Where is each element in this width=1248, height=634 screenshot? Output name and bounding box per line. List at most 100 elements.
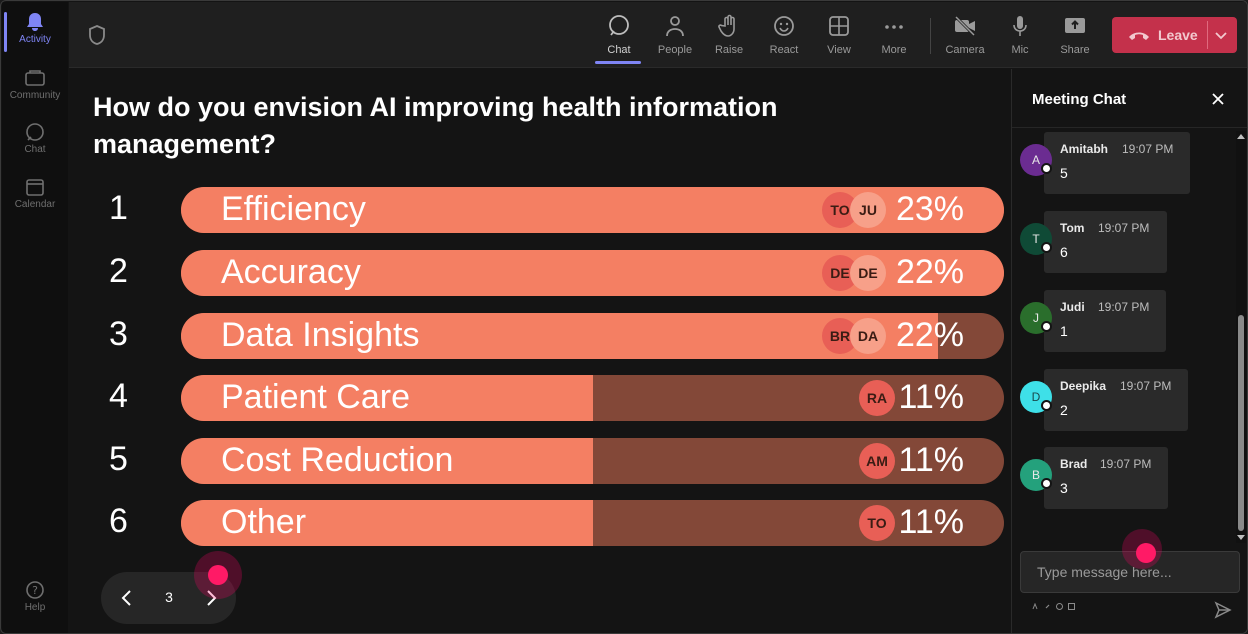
voter-avatar: JU — [850, 192, 886, 228]
avatar: J — [1020, 302, 1052, 334]
voter-avatar: AM — [859, 443, 895, 479]
option-bar: Data Insights BR DA 22% — [181, 313, 1004, 359]
close-icon[interactable] — [1210, 91, 1226, 107]
option-rank: 4 — [109, 377, 128, 415]
avatar: T — [1020, 223, 1052, 255]
rail-item-label: Activity — [19, 34, 51, 45]
avatar: D — [1020, 381, 1052, 413]
poll-option-4: 4 Patient Care RA 11% — [69, 375, 1011, 421]
voter-avatar: DA — [850, 318, 886, 354]
toolbar-button-label: React — [769, 44, 799, 56]
send-icon[interactable] — [1214, 601, 1232, 619]
option-bar: Efficiency TO JU 23% — [181, 187, 1004, 233]
rail-item-community[interactable]: Community — [2, 68, 68, 101]
community-icon — [25, 70, 45, 86]
message-text: 6 — [1060, 244, 1068, 260]
avatar: B — [1020, 459, 1052, 491]
format-icon[interactable] — [1032, 603, 1039, 610]
bell-icon — [27, 13, 43, 31]
option-rank: 2 — [109, 252, 128, 290]
message-timestamp: 19:07 PM — [1122, 142, 1174, 156]
toolbar-button-label: Mic — [1011, 44, 1029, 56]
option-rank: 1 — [109, 189, 128, 227]
message-text: 1 — [1060, 323, 1068, 339]
poll-option-2: 2 Accuracy DE DE 22% — [69, 250, 1011, 296]
click-marker — [194, 551, 242, 599]
calendar-icon — [26, 179, 44, 196]
chat-scrollbar[interactable] — [1236, 131, 1246, 543]
option-rank: 3 — [109, 315, 128, 353]
option-bar: Accuracy DE DE 22% — [181, 250, 1004, 296]
scrollbar-thumb[interactable] — [1238, 315, 1244, 531]
chat-message: Brad 19:07 PM 3 — [1044, 447, 1168, 509]
option-bar-fill — [181, 375, 593, 421]
chevron-left-icon[interactable] — [117, 588, 137, 608]
toolbar-button-label: View — [827, 44, 851, 56]
camera-off-icon — [954, 15, 976, 37]
people-icon — [666, 16, 684, 37]
rail-item-label: Chat — [24, 144, 46, 155]
chat-icon — [26, 123, 44, 141]
option-percent: 23% — [895, 190, 964, 228]
grid-icon — [829, 16, 849, 36]
gif-icon[interactable] — [1068, 603, 1075, 610]
option-label: Efficiency — [221, 190, 366, 228]
rail-item-chat[interactable]: Chat — [2, 122, 68, 155]
toolbar-camera-button[interactable]: Camera — [939, 12, 991, 62]
option-rank: 6 — [109, 502, 128, 540]
rail-item-label: Help — [24, 602, 46, 613]
chevron-down-icon[interactable] — [1213, 27, 1229, 43]
option-label: Patient Care — [221, 378, 410, 416]
toolbar-raise-button[interactable]: Raise — [703, 12, 755, 62]
toolbar-share-button[interactable]: Share — [1049, 12, 1101, 62]
avatar: A — [1020, 144, 1052, 176]
option-percent: 11% — [898, 378, 964, 416]
poll-option-6: 6 Other TO 11% — [69, 500, 1011, 546]
meeting-toolbar: Chat People Raise React View More Camera — [69, 2, 1247, 68]
svg-text:?: ? — [32, 584, 38, 597]
poll-results: How do you envision AI improving health … — [69, 69, 1011, 633]
option-label: Accuracy — [221, 253, 361, 291]
meeting-chat-panel: Meeting Chat Amitabh 19:07 PM 5 A Tom 19:07 P… — [1011, 69, 1247, 633]
toolbar-chat-button[interactable]: Chat — [593, 12, 645, 64]
leave-button[interactable]: Leave — [1112, 17, 1237, 53]
option-rank: 5 — [109, 440, 128, 478]
presence-indicator — [1041, 400, 1052, 411]
toolbar-view-button[interactable]: View — [813, 12, 865, 62]
toolbar-button-label: People — [657, 44, 693, 56]
rail-item-label: Calendar — [14, 199, 56, 210]
chat-message-input[interactable] — [1020, 551, 1240, 593]
scroll-down-icon[interactable] — [1237, 535, 1245, 541]
toolbar-more-button[interactable]: More — [868, 12, 920, 62]
emoji-icon[interactable] — [1056, 603, 1063, 610]
scroll-up-icon[interactable] — [1237, 133, 1245, 139]
toolbar-mic-button[interactable]: Mic — [994, 12, 1046, 62]
toolbar-button-label: Chat — [607, 44, 631, 56]
presence-indicator — [1041, 242, 1052, 253]
chevron-right-icon[interactable] — [201, 588, 221, 608]
voter-avatar: TO — [859, 505, 895, 541]
message-author: Amitabh — [1060, 142, 1108, 156]
voter-avatar: RA — [859, 380, 895, 416]
more-icon — [885, 25, 903, 29]
click-marker — [1122, 529, 1162, 569]
option-percent: 11% — [898, 503, 964, 541]
chat-title: Meeting Chat — [1032, 91, 1127, 108]
toolbar-react-button[interactable]: React — [758, 12, 810, 62]
app-rail: Activity Community Chat Calendar ? Help — [2, 2, 68, 633]
avatar-initial: T — [1032, 232, 1040, 246]
chat-message: Amitabh 19:07 PM 5 — [1044, 132, 1190, 194]
shield-icon[interactable] — [87, 24, 107, 46]
rail-item-help[interactable]: ? Help — [2, 580, 68, 613]
rail-item-activity[interactable]: Activity — [2, 12, 68, 52]
chat-icon — [609, 15, 629, 36]
mic-icon — [1013, 16, 1027, 36]
option-bar-fill — [181, 438, 593, 484]
poll-option-1: 1 Efficiency TO JU 23% — [69, 187, 1011, 233]
toolbar-people-button[interactable]: People — [649, 12, 701, 62]
rail-item-label: Community — [9, 90, 61, 101]
rail-item-calendar[interactable]: Calendar — [2, 177, 68, 210]
option-percent: 22% — [895, 316, 964, 354]
attach-icon[interactable] — [1044, 603, 1051, 610]
option-bar: Patient Care RA 11% — [181, 375, 1004, 421]
